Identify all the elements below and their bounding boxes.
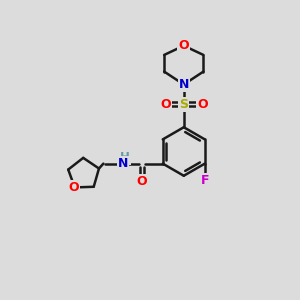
Text: F: F: [200, 175, 209, 188]
Text: O: O: [160, 98, 171, 111]
Text: N: N: [178, 78, 189, 91]
Text: N: N: [118, 157, 128, 170]
Text: O: O: [137, 175, 147, 188]
Text: S: S: [179, 98, 188, 111]
Text: O: O: [68, 181, 79, 194]
Text: H: H: [120, 151, 130, 164]
Text: O: O: [178, 39, 189, 52]
Text: O: O: [197, 98, 208, 111]
